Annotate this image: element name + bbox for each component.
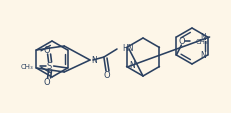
Text: N: N: [199, 51, 205, 60]
Text: O: O: [43, 46, 50, 55]
Text: N: N: [199, 33, 205, 42]
Text: O: O: [177, 37, 184, 46]
Text: O: O: [43, 78, 50, 87]
Text: N: N: [129, 60, 135, 69]
Text: HN: HN: [122, 44, 133, 53]
Text: O: O: [103, 71, 110, 80]
Text: S: S: [47, 62, 52, 71]
Text: CH₃: CH₃: [195, 39, 207, 45]
Text: N: N: [91, 56, 96, 65]
Text: CH₃: CH₃: [21, 63, 33, 69]
